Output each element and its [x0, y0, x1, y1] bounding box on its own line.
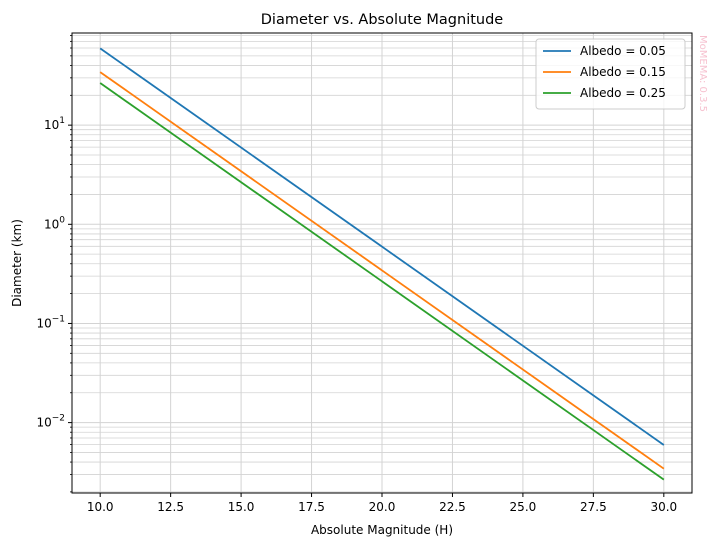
y-tick-label: 10−2	[36, 414, 65, 430]
legend-label: Albedo = 0.15	[580, 65, 666, 79]
y-axis-ticks: 101 100 10−1 10−2	[36, 35, 72, 493]
x-tick-label: 25.0	[510, 500, 537, 514]
x-axis-ticks: 10.0 12.5 15.0 17.5 20.0 22.5 25.0 27.5 30.0	[87, 493, 677, 514]
x-tick-label: 30.0	[650, 500, 677, 514]
y-tick-label: 101	[44, 116, 65, 132]
legend-label: Albedo = 0.25	[580, 86, 666, 100]
legend: Albedo = 0.05 Albedo = 0.15 Albedo = 0.25	[535, 38, 686, 110]
legend-box	[535, 38, 686, 110]
grid	[72, 33, 692, 493]
x-tick-label: 17.5	[298, 500, 325, 514]
series-line	[99, 47, 665, 446]
x-tick-label: 12.5	[157, 500, 184, 514]
legend-label: Albedo = 0.05	[580, 44, 666, 58]
series-line	[99, 71, 665, 470]
y-tick-label: 100	[44, 215, 65, 231]
y-axis-label: Diameter (km)	[10, 219, 24, 307]
y-tick-label: 10−1	[36, 314, 65, 330]
x-tick-label: 27.5	[580, 500, 607, 514]
x-tick-label: 22.5	[439, 500, 466, 514]
watermark-text: MoMEMA: 0.3.5	[697, 35, 708, 112]
x-axis-label: Absolute Magnitude (H)	[311, 523, 453, 537]
chart-title: Diameter vs. Absolute Magnitude	[261, 12, 504, 28]
x-tick-label: 15.0	[228, 500, 255, 514]
series-lines	[99, 47, 665, 481]
x-tick-label: 10.0	[87, 500, 114, 514]
x-tick-label: 20.0	[369, 500, 396, 514]
series-line	[99, 82, 665, 481]
